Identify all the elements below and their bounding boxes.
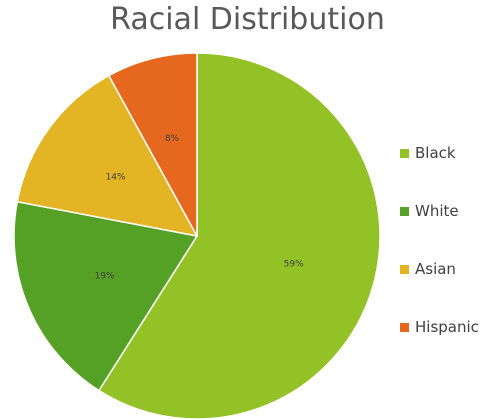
pie-slice-hispanic	[107, 52, 198, 237]
legend-label-asian: Asian	[415, 260, 456, 278]
slice-label-white: 19%	[95, 271, 115, 281]
legend-item-asian: Asian	[400, 259, 479, 279]
legend-item-black: Black	[400, 143, 479, 163]
legend-label-white: White	[415, 202, 459, 220]
pie-slice-white	[13, 200, 199, 392]
slice-label-asian: 14%	[106, 172, 126, 182]
slice-label-black: 59%	[284, 260, 304, 270]
legend-label-black: Black	[415, 144, 456, 162]
legend-swatch-asian	[400, 264, 409, 274]
legend-swatch-hispanic	[400, 322, 409, 332]
pie-slice-asian	[16, 74, 199, 238]
legend-label-hispanic: Hispanic	[415, 318, 479, 336]
legend-item-hispanic: Hispanic	[400, 317, 479, 337]
slice-label-hispanic: 8%	[165, 134, 180, 144]
legend-swatch-black	[400, 148, 409, 158]
legend-swatch-white	[400, 206, 409, 216]
chart-title: Racial Distribution	[110, 2, 385, 37]
legend: Black White Asian Hispanic	[400, 143, 479, 375]
legend-item-white: White	[400, 201, 479, 221]
